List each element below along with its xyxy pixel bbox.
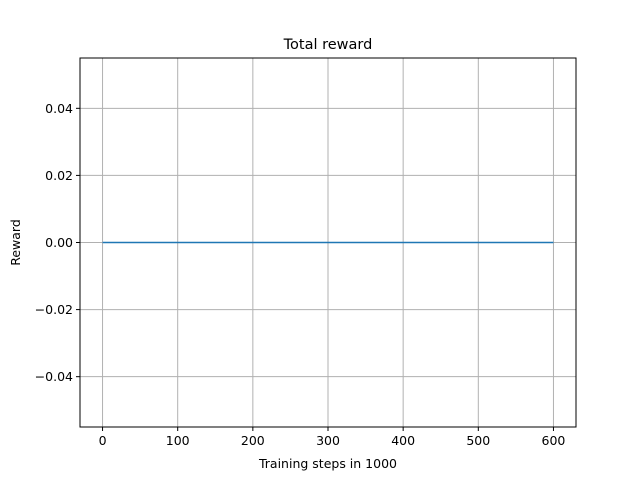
- x-tick-label: 100: [166, 433, 190, 448]
- y-tick-label: −0.02: [35, 302, 73, 317]
- x-tick-label: 0: [99, 433, 107, 448]
- x-tick-label: 400: [391, 433, 415, 448]
- y-tick-label: 0.00: [45, 235, 73, 250]
- x-tick-label: 300: [316, 433, 340, 448]
- y-tick-label: −0.04: [35, 369, 73, 384]
- x-tick-label: 600: [542, 433, 566, 448]
- y-tick-label: 0.02: [45, 168, 73, 183]
- y-axis-ticks: −0.04 −0.02 0.00 0.02 0.04: [35, 101, 80, 384]
- y-tick-label: 0.04: [45, 101, 73, 116]
- x-axis-ticks: 0 100 200 300 400 500 600: [99, 427, 566, 448]
- x-axis-label: Training steps in 1000: [258, 456, 397, 471]
- y-axis-label: Reward: [8, 219, 23, 266]
- x-tick-label: 500: [466, 433, 490, 448]
- chart-title: Total reward: [283, 37, 373, 53]
- x-tick-label: 200: [241, 433, 265, 448]
